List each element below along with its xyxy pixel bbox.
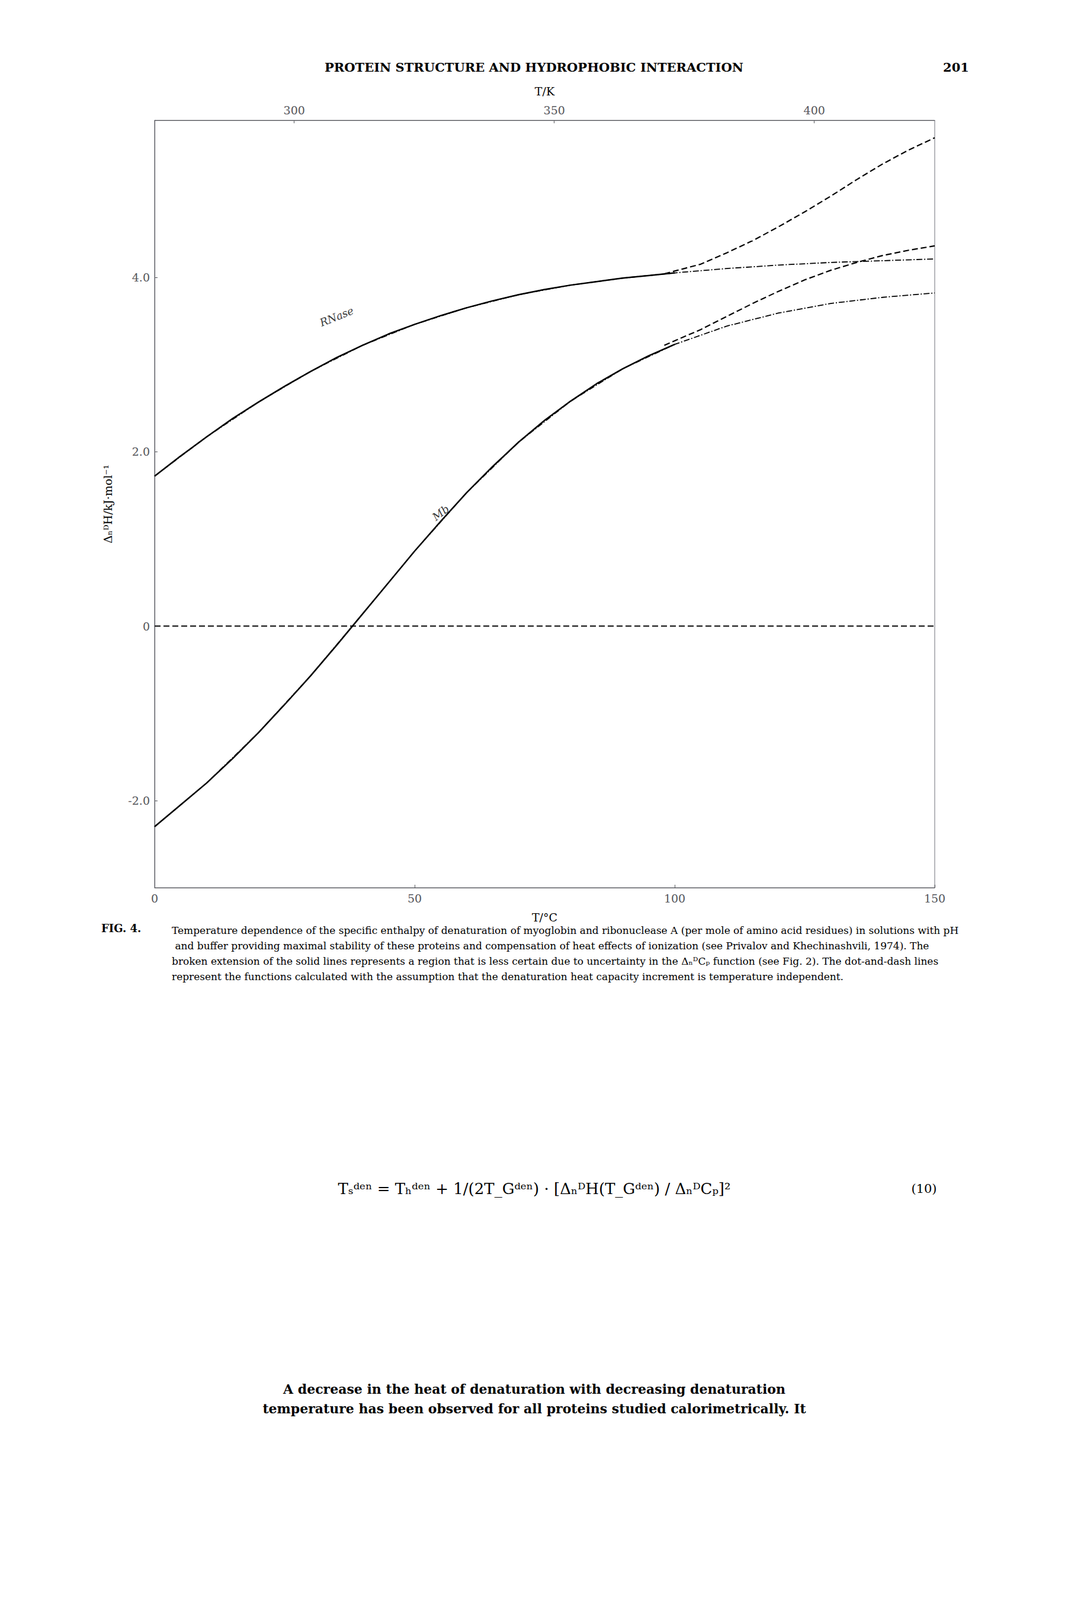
svg-text:temperature has been observed: temperature has been observed for all pr… [262, 1400, 807, 1416]
svg-text:0: 0 [151, 891, 159, 905]
svg-text:T/°C: T/°C [531, 910, 558, 924]
svg-text:2.0: 2.0 [132, 444, 150, 458]
svg-text:201: 201 [943, 59, 970, 75]
svg-text:Temperature dependence of the: Temperature dependence of the specific e… [171, 924, 959, 936]
svg-text:100: 100 [664, 891, 686, 905]
svg-text:broken extension of the solid: broken extension of the solid lines repr… [171, 954, 942, 967]
svg-text:-2.0: -2.0 [127, 793, 150, 807]
svg-text:FIG. 4.: FIG. 4. [101, 921, 141, 935]
svg-text:Mb: Mb [429, 502, 452, 523]
svg-text:ΔₙᴰH/kJ·mol⁻¹: ΔₙᴰH/kJ·mol⁻¹ [101, 464, 115, 544]
svg-text:350: 350 [543, 103, 566, 117]
svg-text:(10): (10) [911, 1181, 937, 1196]
svg-text:50: 50 [407, 891, 422, 905]
svg-text:T/K: T/K [534, 84, 556, 98]
svg-text:represent the functions calcul: represent the functions calculated with … [171, 970, 844, 983]
svg-text:A decrease in the heat of dena: A decrease in the heat of denaturation w… [282, 1380, 786, 1397]
svg-text:Tₛᵈᵉⁿ = Tₕᵈᵉⁿ + 1/(2T_Gᵈᵉⁿ) ·: Tₛᵈᵉⁿ = Tₕᵈᵉⁿ + 1/(2T_Gᵈᵉⁿ) · [ΔₙᴰH(T_Gᵈ… [338, 1179, 731, 1198]
svg-text:and buffer providing maximal s: and buffer providing maximal stability o… [171, 939, 933, 952]
svg-text:4.0: 4.0 [132, 270, 150, 284]
svg-text:150: 150 [924, 891, 946, 905]
svg-text:PROTEIN STRUCTURE AND HYDROPHO: PROTEIN STRUCTURE AND HYDROPHOBIC INTERA… [324, 59, 744, 75]
svg-text:400: 400 [803, 103, 826, 117]
svg-text:RNase: RNase [317, 303, 356, 329]
svg-text:300: 300 [283, 103, 306, 117]
svg-text:0: 0 [142, 619, 150, 633]
